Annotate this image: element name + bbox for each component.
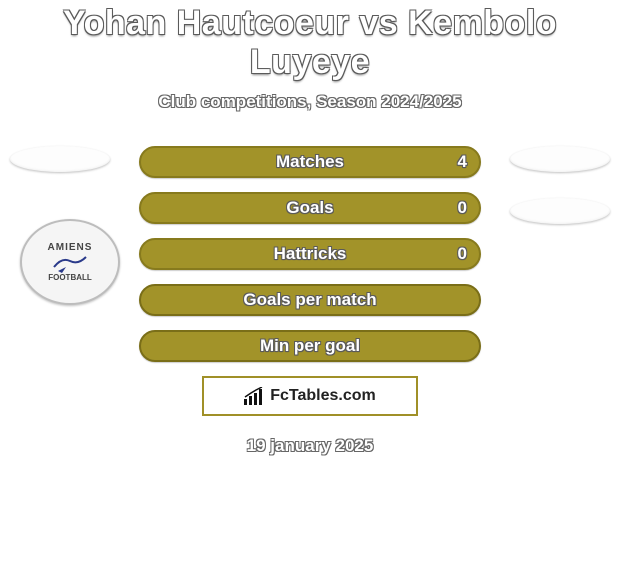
brand-badge: FcTables.com xyxy=(202,376,418,416)
stat-row-gpm: Goals per match xyxy=(139,284,481,316)
stat-row-hattricks: Hattricks 0 xyxy=(139,238,481,270)
date-label: 19 january 2025 xyxy=(0,436,620,456)
stat-label: Hattricks xyxy=(274,244,347,264)
stat-label: Min per goal xyxy=(260,336,360,356)
player2-indicator-2-icon xyxy=(510,198,610,224)
brand-text: FcTables.com xyxy=(270,387,376,405)
stat-row-goals: Goals 0 xyxy=(139,192,481,224)
stat-rows: Matches 4 Goals 0 Hattricks 0 Goals per … xyxy=(139,146,481,362)
brand-chart-icon xyxy=(244,387,266,405)
player2-indicator-1-icon xyxy=(510,146,610,172)
page-subtitle: Club competitions, Season 2024/2025 xyxy=(0,92,620,112)
stat-label: Matches xyxy=(276,152,344,172)
stat-row-matches: Matches 4 xyxy=(139,146,481,178)
stat-right-value: 0 xyxy=(458,198,467,218)
stat-label: Goals per match xyxy=(243,290,376,310)
stat-row-mpg: Min per goal xyxy=(139,330,481,362)
stat-right-value: 4 xyxy=(458,152,467,172)
stat-label: Goals xyxy=(286,198,333,218)
stat-right-value: 0 xyxy=(458,244,467,264)
comparison-area: AMIENS FOOTBALL Matches 4 Goals 0 Hattri… xyxy=(0,146,620,456)
club-badge-icon: AMIENS FOOTBALL xyxy=(20,219,120,305)
player1-indicator-icon xyxy=(10,146,110,172)
page-title: Yohan Hautcoeur vs Kembolo Luyeye xyxy=(0,4,620,82)
